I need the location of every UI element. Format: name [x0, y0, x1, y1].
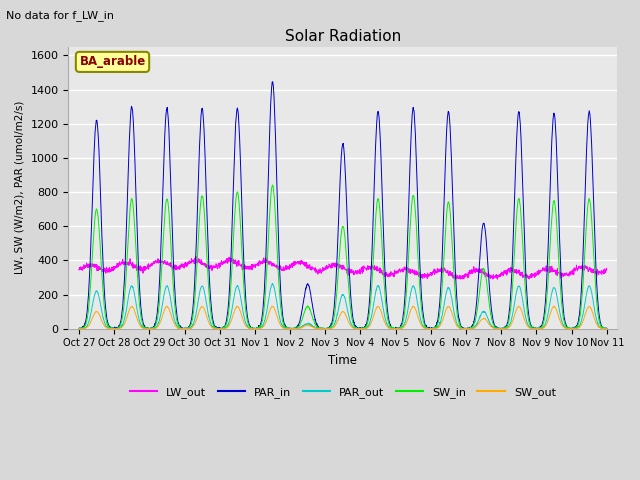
Text: BA_arable: BA_arable	[79, 55, 146, 69]
Y-axis label: LW, SW (W/m2), PAR (umol/m2/s): LW, SW (W/m2), PAR (umol/m2/s)	[15, 101, 25, 275]
Text: No data for f_LW_in: No data for f_LW_in	[6, 10, 115, 21]
Title: Solar Radiation: Solar Radiation	[285, 29, 401, 44]
Legend: LW_out, PAR_in, PAR_out, SW_in, SW_out: LW_out, PAR_in, PAR_out, SW_in, SW_out	[125, 382, 561, 402]
X-axis label: Time: Time	[328, 354, 357, 367]
